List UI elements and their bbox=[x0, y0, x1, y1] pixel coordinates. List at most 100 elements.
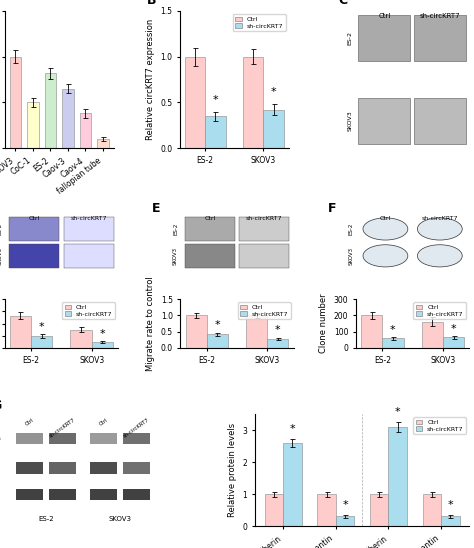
Bar bbox=[441, 517, 459, 526]
Bar bbox=[246, 316, 267, 348]
Text: ES-2: ES-2 bbox=[349, 223, 354, 235]
Bar bbox=[49, 489, 76, 500]
Bar bbox=[185, 243, 235, 268]
Bar bbox=[16, 463, 43, 473]
Legend: Ctrl, sh-circKRT7: Ctrl, sh-circKRT7 bbox=[413, 302, 466, 319]
Bar bbox=[239, 216, 289, 241]
Circle shape bbox=[418, 218, 462, 240]
Bar bbox=[91, 433, 117, 444]
Text: E-cadherin: E-cadherin bbox=[0, 436, 1, 441]
Bar bbox=[267, 339, 289, 348]
Circle shape bbox=[363, 245, 408, 267]
Bar bbox=[317, 494, 336, 526]
Text: ES-2: ES-2 bbox=[173, 223, 178, 235]
Bar bbox=[370, 494, 388, 526]
Text: Ctrl: Ctrl bbox=[204, 215, 216, 220]
Circle shape bbox=[418, 245, 462, 267]
Y-axis label: Relative protein levels: Relative protein levels bbox=[228, 423, 237, 517]
Text: Ctrl: Ctrl bbox=[24, 418, 35, 427]
Bar bbox=[361, 316, 383, 348]
Bar bbox=[49, 463, 76, 473]
Legend: Ctrl, sh-circKRT7: Ctrl, sh-circKRT7 bbox=[62, 302, 115, 319]
Bar bbox=[243, 56, 264, 148]
Text: *: * bbox=[212, 95, 218, 105]
Bar bbox=[336, 517, 354, 526]
Text: sh-circKRT7: sh-circKRT7 bbox=[246, 215, 283, 220]
Bar bbox=[16, 433, 43, 444]
Text: *: * bbox=[271, 87, 276, 98]
Bar bbox=[388, 427, 407, 526]
Bar bbox=[185, 56, 205, 148]
Bar bbox=[64, 216, 113, 241]
Text: G: G bbox=[0, 398, 2, 412]
Text: Ctrl: Ctrl bbox=[378, 13, 391, 19]
Text: SKOV3: SKOV3 bbox=[348, 111, 353, 132]
Circle shape bbox=[363, 218, 408, 240]
Bar bbox=[49, 433, 76, 444]
Text: sh-circKRT7: sh-circKRT7 bbox=[70, 215, 107, 220]
Bar bbox=[423, 494, 441, 526]
Text: SKOV3: SKOV3 bbox=[109, 516, 132, 522]
Bar bbox=[9, 216, 59, 241]
Text: *: * bbox=[215, 320, 220, 330]
Bar bbox=[71, 330, 91, 348]
Text: SKOV3: SKOV3 bbox=[173, 247, 178, 265]
Bar bbox=[91, 489, 117, 500]
Bar bbox=[207, 334, 228, 348]
Text: Ctrl: Ctrl bbox=[28, 215, 40, 220]
Text: sh-circKRT7: sh-circKRT7 bbox=[48, 418, 76, 439]
Bar bbox=[185, 216, 235, 241]
Text: *: * bbox=[395, 407, 401, 416]
Bar bbox=[45, 73, 56, 148]
Text: E: E bbox=[152, 202, 161, 215]
Text: *: * bbox=[447, 500, 453, 510]
Text: SKOV3: SKOV3 bbox=[0, 247, 2, 265]
Y-axis label: Clone number: Clone number bbox=[319, 294, 328, 353]
Bar bbox=[239, 243, 289, 268]
Text: *: * bbox=[100, 329, 105, 339]
Bar bbox=[264, 110, 284, 148]
Text: SKOV3: SKOV3 bbox=[349, 247, 354, 265]
Bar bbox=[31, 336, 52, 348]
Bar bbox=[185, 316, 207, 348]
Text: ES-2: ES-2 bbox=[0, 223, 2, 235]
Bar bbox=[414, 98, 466, 144]
Text: *: * bbox=[390, 324, 396, 335]
Bar bbox=[358, 15, 410, 61]
Bar bbox=[283, 443, 301, 526]
Text: *: * bbox=[290, 424, 295, 433]
Text: GAPDH: GAPDH bbox=[0, 492, 1, 497]
Bar bbox=[358, 98, 410, 144]
Text: *: * bbox=[275, 325, 281, 335]
Bar bbox=[91, 342, 113, 348]
Bar bbox=[91, 463, 117, 473]
Text: C: C bbox=[338, 0, 347, 7]
Y-axis label: Relative circKRT7 expression: Relative circKRT7 expression bbox=[146, 19, 155, 140]
Bar bbox=[264, 494, 283, 526]
Text: sh-circKRT7: sh-circKRT7 bbox=[123, 418, 151, 439]
Bar bbox=[9, 56, 21, 148]
Text: ES-2: ES-2 bbox=[38, 516, 54, 522]
Text: sh-circKRT7: sh-circKRT7 bbox=[421, 215, 458, 220]
Y-axis label: Migrate rate to control: Migrate rate to control bbox=[146, 276, 155, 371]
Text: *: * bbox=[451, 324, 456, 334]
Bar bbox=[80, 113, 91, 148]
Bar bbox=[62, 89, 73, 148]
Bar bbox=[27, 102, 38, 148]
Legend: Ctrl, sh-circKRT7: Ctrl, sh-circKRT7 bbox=[413, 418, 466, 435]
Bar bbox=[123, 463, 150, 473]
Bar bbox=[123, 489, 150, 500]
Text: B: B bbox=[147, 0, 157, 7]
Bar bbox=[422, 322, 443, 348]
Text: Ctrl: Ctrl bbox=[98, 418, 109, 427]
Legend: Ctrl, sh-circKRT7: Ctrl, sh-circKRT7 bbox=[238, 302, 291, 319]
Bar bbox=[414, 15, 466, 61]
Bar bbox=[443, 338, 464, 348]
Bar bbox=[123, 433, 150, 444]
Legend: Ctrl, sh-circKRT7: Ctrl, sh-circKRT7 bbox=[233, 14, 285, 31]
Bar bbox=[205, 116, 226, 148]
Bar bbox=[64, 243, 113, 268]
Bar bbox=[9, 243, 59, 268]
Text: F: F bbox=[328, 202, 336, 215]
Bar bbox=[10, 316, 31, 348]
